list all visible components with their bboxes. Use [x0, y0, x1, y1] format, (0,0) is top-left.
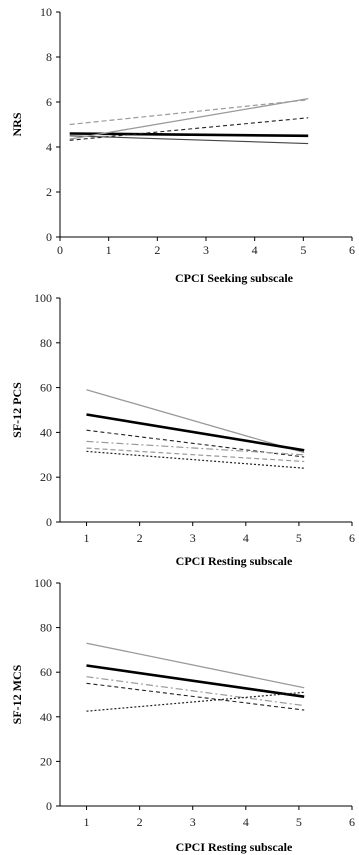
y-tick-label: 80 — [40, 336, 52, 350]
x-tick-label: 0 — [57, 243, 63, 257]
x-tick-label: 5 — [300, 243, 306, 257]
x-tick-label: 3 — [190, 531, 196, 545]
x-tick-label: 2 — [137, 531, 143, 545]
x-tick-label: 1 — [106, 243, 112, 257]
y-tick-label: 80 — [40, 621, 52, 635]
y-tick-label: 0 — [46, 799, 52, 813]
x-tick-label: 1 — [84, 815, 90, 829]
series-line-3 — [69, 97, 309, 140]
y-tick-label: 60 — [40, 381, 52, 395]
chart-sf12-pcs: 0 20 40 60 80 100 1 2 3 4 5 6 CPCI Resting subscale S… — [10, 291, 355, 568]
y-tick-label: 20 — [40, 470, 52, 484]
x-tick-label: 3 — [190, 815, 196, 829]
series-line-5 — [86, 447, 305, 463]
y-tick-label: 0 — [46, 230, 52, 244]
x-tick-label: 4 — [243, 815, 249, 829]
series-line-1 — [69, 132, 309, 138]
series-line-3 — [86, 676, 305, 707]
x-axis-label: CPCI Seeking subscale — [175, 271, 294, 285]
y-tick-label: 6 — [46, 95, 52, 109]
series-line-2 — [86, 664, 305, 698]
y-tick-label: 8 — [46, 50, 52, 64]
y-axis-label: SF-12 MCS — [10, 664, 24, 724]
series-line-1 — [86, 389, 305, 454]
y-tick-label: 100 — [34, 291, 52, 305]
series-line-4 — [86, 440, 305, 456]
y-tick-label: 2 — [46, 185, 52, 199]
y-tick-label: 4 — [46, 140, 52, 154]
x-tick-label: 4 — [243, 531, 249, 545]
x-tick-label: 6 — [349, 243, 355, 257]
x-tick-label: 6 — [349, 815, 355, 829]
series-line-6 — [86, 450, 305, 469]
y-tick-label: 40 — [40, 425, 52, 439]
series-line-2 — [69, 135, 309, 145]
y-axis-label: SF-12 PCS — [10, 382, 24, 438]
x-tick-label: 2 — [137, 815, 143, 829]
y-tick-label: 100 — [34, 576, 52, 590]
y-tick-label: 0 — [46, 515, 52, 529]
x-tick-label: 1 — [84, 531, 90, 545]
x-tick-label: 3 — [203, 243, 209, 257]
x-tick-label: 2 — [154, 243, 160, 257]
chart-nrs: 0 2 4 6 8 10 0 1 2 3 4 5 6 CPCI Seeking subscale NRS — [10, 5, 355, 285]
y-tick-label: 20 — [40, 754, 52, 768]
series-line-5 — [86, 691, 305, 712]
x-tick-label: 5 — [296, 815, 302, 829]
x-tick-label: 4 — [252, 243, 258, 257]
y-tick-label: 10 — [40, 5, 52, 19]
x-axis-label: CPCI Resting subscale — [176, 554, 293, 568]
y-tick-label: 40 — [40, 710, 52, 724]
series-line-1 — [86, 642, 305, 689]
y-axis-label: NRS — [10, 112, 24, 136]
x-axis-label: CPCI Resting subscale — [176, 840, 293, 854]
series-line-4 — [86, 682, 305, 711]
x-tick-label: 6 — [349, 531, 355, 545]
chart-sf12-mcs: 0 20 40 60 80 100 1 2 3 4 5 6 CPCI Resting subscale S… — [10, 576, 355, 854]
series-line-2 — [86, 413, 305, 452]
series-line-4 — [69, 117, 309, 141]
y-tick-label: 60 — [40, 665, 52, 679]
x-tick-label: 5 — [296, 531, 302, 545]
